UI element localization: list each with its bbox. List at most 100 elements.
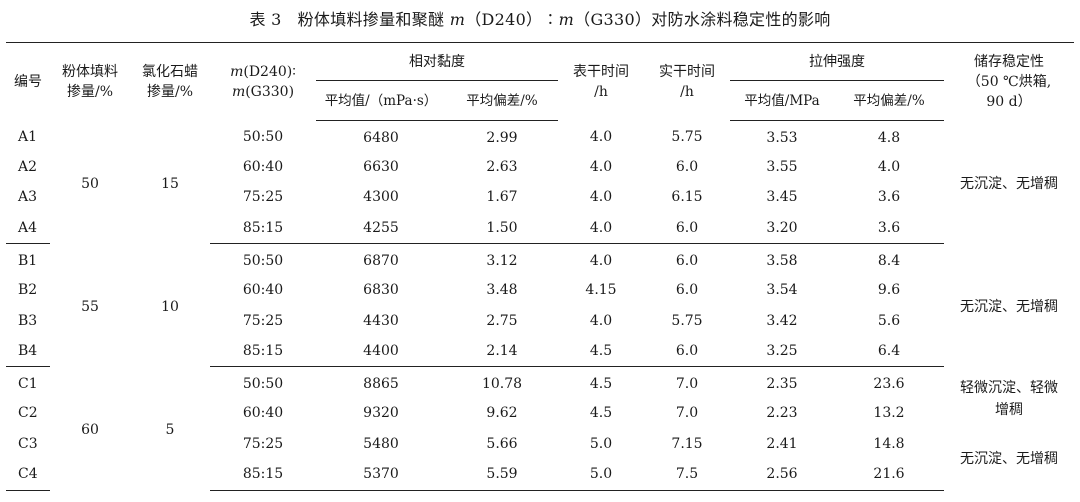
- header-paraffin-line2: 掺量/%: [146, 83, 194, 100]
- table-number: 表 3: [249, 10, 282, 29]
- cell-visc-avg: 6480: [363, 129, 399, 146]
- cell-powder: 60: [81, 421, 99, 438]
- cell-surface: 4.5: [589, 376, 613, 393]
- cell-visc-dev: 1.67: [486, 189, 518, 206]
- cell-tens-dev: 14.8: [873, 435, 905, 452]
- cell-ratio: 85:15: [210, 212, 316, 245]
- cell-tens-avg: 3.54: [766, 281, 798, 298]
- cell-hard: 6.0: [644, 212, 730, 245]
- cell-tens-avg: 3.58: [766, 252, 798, 269]
- cell-code: C3: [18, 435, 38, 452]
- table-row: C3 75:25 5480 5.66 5.0 7.15 2.41 14.8 无沉…: [6, 428, 1074, 467]
- cell-visc-avg: 9320: [363, 405, 399, 422]
- cell-surface: 4.0: [558, 212, 644, 245]
- cell-ratio: 85:15: [210, 459, 316, 491]
- cell-surface: 4.0: [589, 189, 613, 206]
- cell-storage: 无沉淀、无增稠: [960, 175, 1058, 192]
- cell-visc-dev: 5.66: [486, 435, 518, 452]
- cell-visc-avg: 6870: [363, 252, 399, 269]
- cell-tens-avg: 3.25: [730, 336, 834, 368]
- group-b: B1 55 10 50:50 6870 3.12 4.0 6.0 3.58 8.…: [6, 244, 1074, 368]
- cell-code: B2: [18, 281, 38, 298]
- header-hard-dry: 实干时间 /h: [644, 42, 730, 121]
- cell-visc-dev: 5.59: [446, 459, 558, 491]
- cell-tens-dev: 23.6: [873, 376, 905, 393]
- cell-hard: 6.0: [675, 158, 699, 175]
- cell-tens-avg: 3.45: [766, 189, 798, 206]
- table-row: A2 60:40 6630 2.63 4.0 6.0 3.55 4.0: [6, 151, 1074, 182]
- cell-surface: 5.0: [589, 435, 613, 452]
- cell-hard: 6.0: [675, 252, 699, 269]
- cell-visc-avg: 6830: [363, 281, 399, 298]
- group-c: C1 60 5 50:50 8865 10.78 4.5 7.0 2.35 23…: [6, 367, 1074, 491]
- cell-storage-c-lower: 无沉淀、无增稠: [960, 451, 1058, 468]
- cell-hard: 6.15: [671, 189, 703, 206]
- cell-tens-avg: 2.35: [766, 376, 798, 393]
- cell-tens-dev: 5.6: [877, 312, 901, 329]
- header-tensile: 拉伸强度: [730, 42, 944, 81]
- header-powder: 粉体填料 掺量/%: [50, 42, 130, 121]
- cell-powder: 55: [81, 298, 99, 315]
- cell-surface: 4.0: [589, 158, 613, 175]
- cell-paraffin: 15: [161, 175, 179, 192]
- cell-paraffin: 5: [165, 421, 175, 438]
- cell-ratio: 60:40: [242, 405, 284, 422]
- cell-ratio: 50:50: [242, 376, 284, 393]
- cell-ratio: 75:25: [242, 189, 284, 206]
- table-row: C4 85:15 5370 5.59 5.0 7.5 2.56 21.6: [6, 459, 1074, 491]
- header-powder-line2: 掺量/%: [66, 83, 114, 100]
- cell-code: A3: [18, 189, 38, 206]
- caption-d240: （D240）∶: [465, 10, 559, 29]
- cell-hard: 5.75: [671, 312, 703, 329]
- cell-hard: 7.15: [671, 435, 703, 452]
- header-viscosity: 相对黏度: [316, 42, 558, 81]
- cell-visc-dev: 1.50: [446, 212, 558, 245]
- table-row: B4 85:15 4400 2.14 4.5 6.0 3.25 6.4: [6, 336, 1074, 368]
- cell-storage-c-upper: 轻微沉淀、轻微 增稠: [960, 380, 1058, 419]
- cell-ratio: 50:50: [242, 129, 284, 146]
- header-tens-dev: 平均偏差/%: [834, 80, 944, 121]
- cell-tens-avg: 2.41: [766, 435, 798, 452]
- cell-code: A1: [18, 129, 38, 146]
- cell-tens-dev: 8.4: [877, 252, 901, 269]
- cell-tens-dev: 4.8: [877, 129, 901, 146]
- cell-tens-avg: 3.55: [766, 158, 798, 175]
- cell-hard: 7.5: [644, 459, 730, 491]
- cell-tens-dev: 3.6: [877, 189, 901, 206]
- table-row: B1 55 10 50:50 6870 3.12 4.0 6.0 3.58 8.…: [6, 244, 1074, 315]
- cell-code: C2: [18, 405, 38, 422]
- header-visc-dev: 平均偏差/%: [446, 80, 558, 121]
- cell-surface: 4.5: [589, 405, 613, 422]
- cell-visc-avg: 8865: [363, 376, 399, 393]
- header-paraffin: 氯化石蜡 掺量/%: [130, 42, 210, 121]
- cell-tens-avg: 2.56: [730, 459, 834, 491]
- table-row: A4 85:15 4255 1.50 4.0 6.0 3.20 3.6: [6, 212, 1074, 245]
- cell-ratio: 60:40: [242, 158, 284, 175]
- cell-ratio: 75:25: [242, 312, 284, 329]
- cell-visc-dev: 10.78: [481, 376, 523, 393]
- table-caption: 表 3 粉体填料掺量和聚醚 m（D240）∶m（G330）对防水涂料稳定性的影响: [0, 6, 1080, 30]
- cell-surface: 4.0: [589, 252, 613, 269]
- cell-hard: 5.75: [671, 129, 703, 146]
- cell-visc-dev: 2.63: [486, 158, 518, 175]
- cell-code: B3: [18, 312, 38, 329]
- cell-code: B1: [18, 252, 38, 269]
- header-code: 编号: [6, 42, 50, 121]
- cell-tens-dev: 6.4: [834, 336, 944, 368]
- cell-tens-dev: 3.6: [834, 212, 944, 245]
- cell-visc-avg: 4255: [316, 212, 446, 245]
- cell-surface: 4.5: [558, 336, 644, 368]
- cell-powder: 50: [81, 175, 99, 192]
- cell-visc-dev: 3.48: [486, 281, 518, 298]
- table-row: B3 75:25 4430 2.75 4.0 5.75 3.42 5.6: [6, 305, 1074, 336]
- header-ratio-line1: m(D240)∶: [230, 63, 296, 80]
- cell-visc-avg: 6630: [363, 158, 399, 175]
- stability-table: 编号 粉体填料 掺量/% 氯化石蜡 掺量/% m(D240)∶ m(G330) …: [6, 42, 1074, 491]
- cell-visc-avg: 4430: [363, 312, 399, 329]
- cell-tens-dev: 9.6: [877, 281, 901, 298]
- table-row: A3 75:25 4300 1.67 4.0 6.15 3.45 3.6: [6, 182, 1074, 213]
- cell-code: C4: [6, 459, 50, 491]
- header-surface-dry: 表干时间 /h: [558, 42, 644, 121]
- cell-visc-dev: 2.75: [486, 312, 518, 329]
- table-row: C2 60:40 9320 9.62 4.5 7.0 2.23 13.2: [6, 398, 1074, 429]
